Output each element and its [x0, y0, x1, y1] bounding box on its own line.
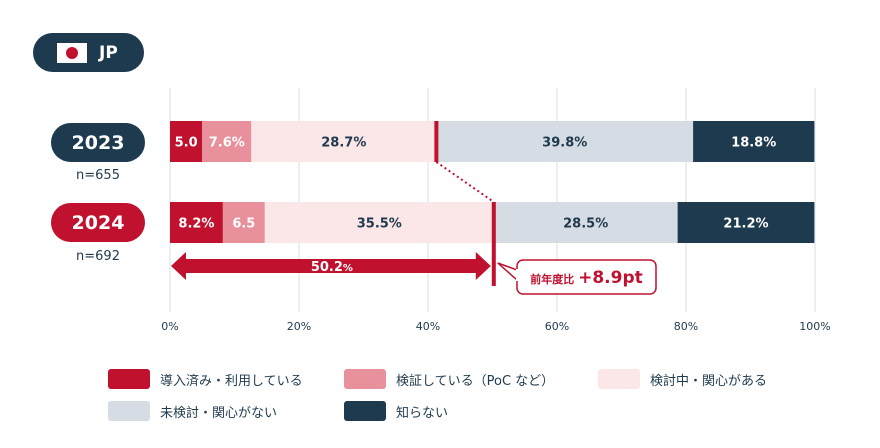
x-tick-label: 40% — [416, 320, 440, 333]
year-badge-2023: 2023 — [51, 123, 145, 162]
bar-value-label: 6.5 — [232, 217, 255, 232]
legend-swatch — [108, 401, 150, 421]
bar-value-label: 8.2% — [178, 217, 214, 232]
japan-flag-icon — [57, 42, 87, 63]
callout-pointer — [497, 262, 518, 281]
bar-value-label: 7.6% — [209, 136, 245, 151]
x-tick-label: 0% — [161, 320, 178, 333]
bar-segment — [264, 202, 494, 243]
x-tick-label: 20% — [287, 320, 311, 333]
legend-label: 検証している（PoC など） — [396, 373, 555, 389]
change-callout-label: 前年度比 +8.9pt — [530, 268, 643, 288]
cumulative-range-arrow — [171, 252, 491, 280]
country-badge: JP — [33, 33, 144, 72]
legend-label: 未検討・関心がない — [160, 405, 278, 421]
legend-swatch — [344, 401, 386, 421]
sample-size-2024: n=692 — [76, 249, 120, 264]
x-tick-label: 60% — [545, 320, 569, 333]
legend-item-poc: 検証している（PoC など） — [344, 369, 554, 389]
legend-swatch — [108, 369, 150, 389]
legend-item-considering: 検討中・関心がある — [598, 369, 767, 389]
cumulative-marker-2023 — [434, 121, 439, 162]
x-tick-label: 100% — [799, 320, 830, 333]
bar-segment — [677, 202, 815, 243]
legend-item-adopted: 導入済み・利用している — [108, 369, 303, 389]
bar-segment — [493, 202, 678, 243]
cumulative-value-label: 50.2% — [311, 260, 353, 275]
legend-item-unaware: 知らない — [344, 401, 448, 421]
bar-segment — [170, 202, 223, 243]
callout-joint — [516, 269, 519, 281]
bar-segment — [222, 202, 265, 243]
bar-segment — [436, 121, 694, 162]
bar-value-label: 18.8% — [731, 136, 776, 151]
legend-item-not-considered: 未検討・関心がない — [108, 401, 277, 421]
country-label: JP — [99, 42, 118, 63]
bar-value-label: 5.0 — [175, 136, 198, 151]
bar-segment — [693, 121, 815, 162]
bar-value-label: 28.7% — [321, 136, 366, 151]
legend-swatch — [598, 369, 640, 389]
bar-value-label: 28.5% — [563, 217, 608, 232]
bar-segment — [251, 121, 437, 162]
sample-size-2023: n=655 — [76, 168, 120, 183]
year-badge-2024: 2024 — [51, 203, 145, 242]
bar-value-label: 39.8% — [542, 136, 587, 151]
legend-label: 検討中・関心がある — [650, 373, 768, 389]
connector-dotted-line — [435, 161, 495, 203]
cumulative-marker-2024 — [491, 202, 496, 286]
bar-value-label: 35.5% — [357, 217, 402, 232]
legend-label: 知らない — [396, 405, 449, 421]
bar-segment — [202, 121, 252, 162]
bar-segment — [170, 121, 203, 162]
x-tick-label: 80% — [674, 320, 698, 333]
bar-value-label: 21.2% — [723, 217, 768, 232]
legend-swatch — [344, 369, 386, 389]
legend-label: 導入済み・利用している — [160, 373, 303, 389]
